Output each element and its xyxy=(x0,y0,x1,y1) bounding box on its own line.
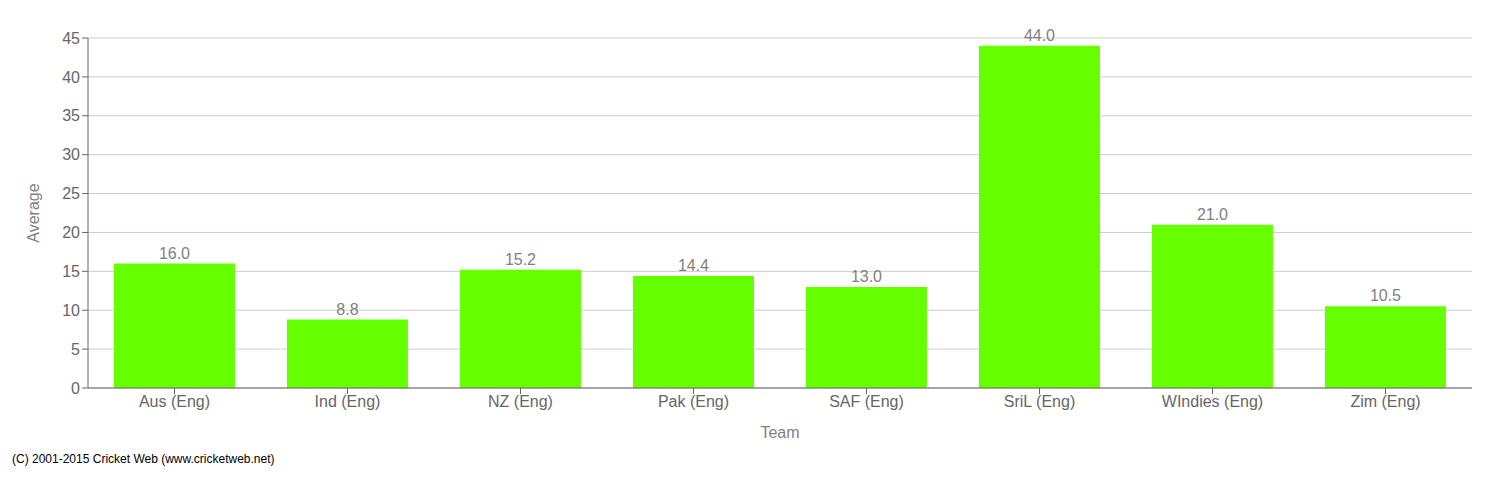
svg-text:45: 45 xyxy=(62,30,80,47)
svg-text:Zim (Eng): Zim (Eng) xyxy=(1350,393,1420,410)
svg-text:Ind (Eng): Ind (Eng) xyxy=(315,393,381,410)
svg-text:SAF (Eng): SAF (Eng) xyxy=(829,393,904,410)
svg-text:25: 25 xyxy=(62,185,80,202)
svg-text:15.2: 15.2 xyxy=(505,251,536,268)
svg-text:5: 5 xyxy=(71,341,80,358)
svg-text:44.0: 44.0 xyxy=(1024,27,1055,44)
svg-text:14.4: 14.4 xyxy=(678,257,709,274)
html-text:(C) 2001-2015 Cricket Web (www: (C) 2001-2015 Cricket Web (www.cricketwe… xyxy=(12,452,275,466)
svg-text:Team: Team xyxy=(760,424,799,441)
svg-text:10: 10 xyxy=(62,302,80,319)
svg-text:10.5: 10.5 xyxy=(1370,287,1401,304)
svg-text:35: 35 xyxy=(62,107,80,124)
svg-text:WIndies (Eng): WIndies (Eng) xyxy=(1162,393,1263,410)
svg-text:30: 30 xyxy=(62,146,80,163)
svg-text:NZ (Eng): NZ (Eng) xyxy=(488,393,553,410)
svg-text:15: 15 xyxy=(62,263,80,280)
svg-text:16.0: 16.0 xyxy=(159,245,190,262)
svg-text:SriL (Eng): SriL (Eng) xyxy=(1004,393,1075,410)
svg-text:Average: Average xyxy=(25,183,42,242)
svg-text:Pak (Eng): Pak (Eng) xyxy=(658,393,729,410)
svg-text:13.0: 13.0 xyxy=(851,268,882,285)
svg-text:20: 20 xyxy=(62,224,80,241)
svg-text:40: 40 xyxy=(62,69,80,86)
svg-text:8.8: 8.8 xyxy=(336,301,358,318)
svg-text:21.0: 21.0 xyxy=(1197,206,1228,223)
svg-text:Aus (Eng): Aus (Eng) xyxy=(139,393,210,410)
svg-text:0: 0 xyxy=(71,380,80,397)
